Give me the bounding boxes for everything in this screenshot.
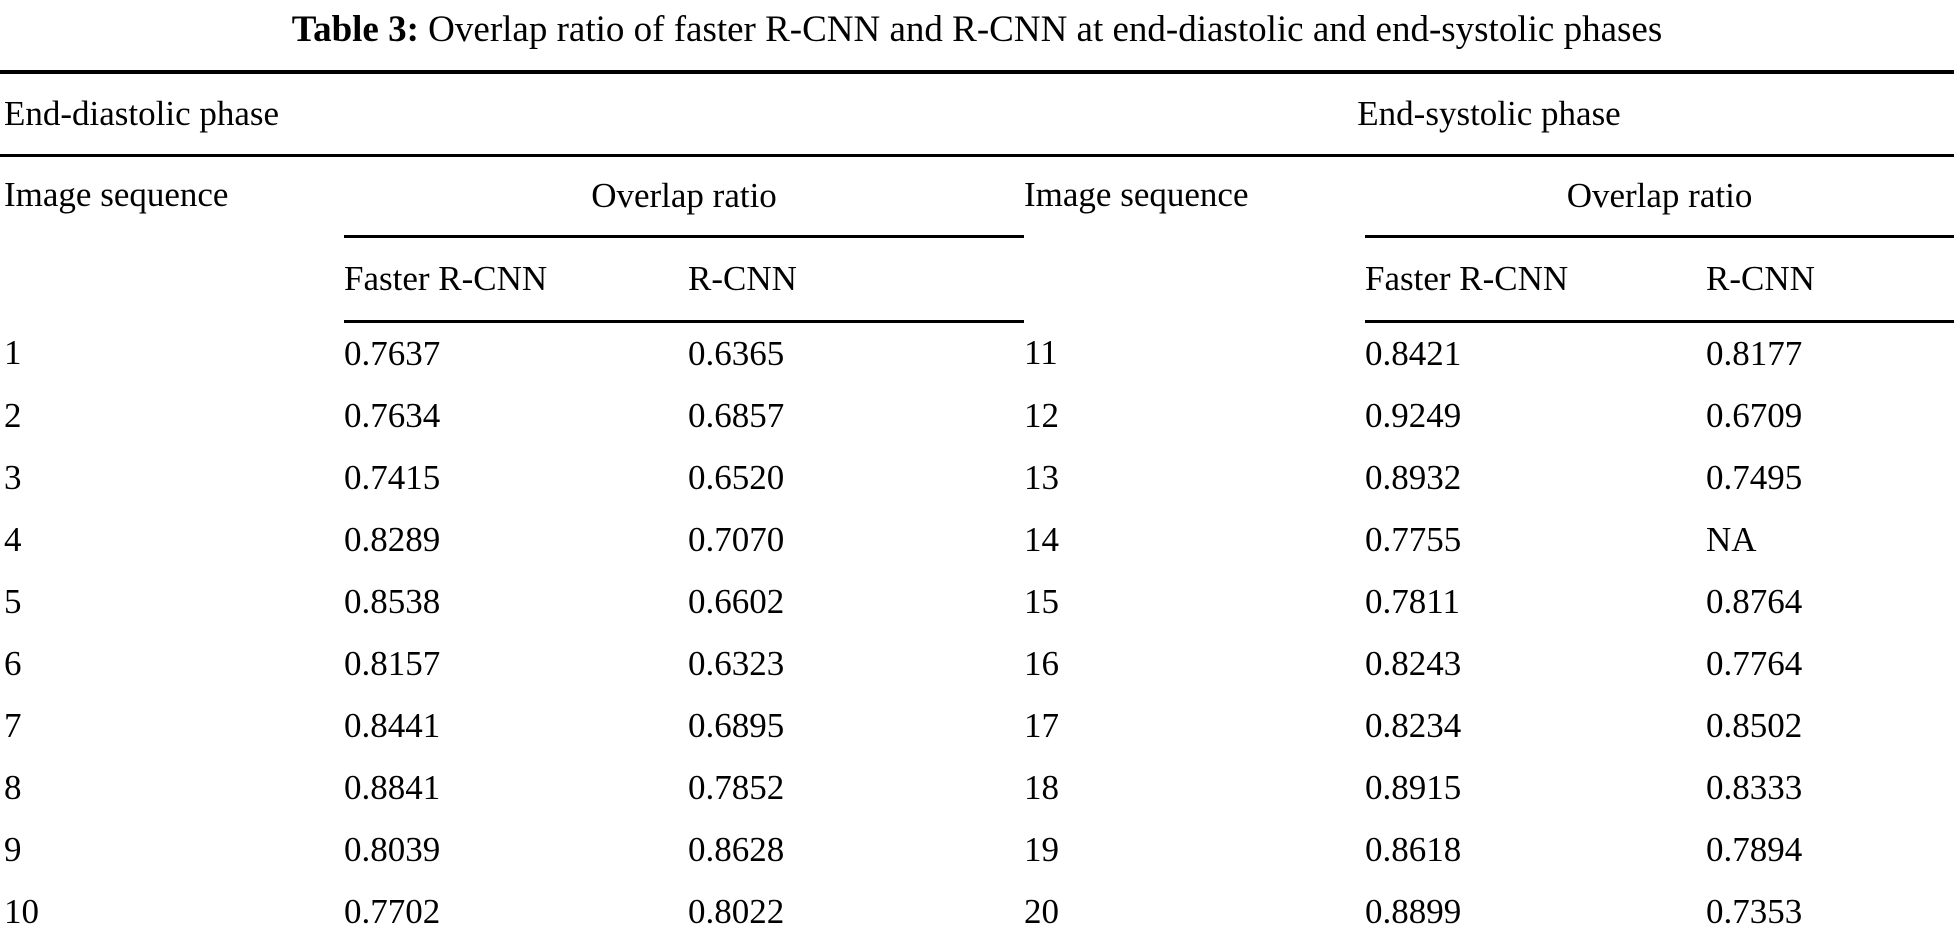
table-row: 4 0.8289 0.7070 14 0.7755 NA — [0, 509, 1954, 571]
image-sequence-cell: 1 — [4, 333, 22, 373]
table-row: 7 0.8441 0.6895 17 0.8234 0.8502 — [0, 695, 1954, 757]
faster-rcnn-value-cell: 0.7415 — [344, 458, 441, 497]
image-sequence-cell: 12 — [1024, 396, 1060, 435]
faster-rcnn-value-cell: 0.7634 — [344, 396, 441, 435]
table-caption: Table 3: Overlap ratio of faster R-CNN a… — [0, 0, 1954, 70]
rcnn-value-cell: 0.8628 — [688, 830, 785, 869]
image-sequence-cell: 3 — [4, 458, 22, 497]
rcnn-value-cell: 0.8502 — [1706, 706, 1803, 745]
faster-rcnn-value-cell: 0.7755 — [1365, 520, 1462, 559]
rcnn-value-cell: 0.6857 — [688, 396, 785, 435]
table-row: 10 0.7702 0.8022 20 0.8899 0.7353 — [0, 881, 1954, 942]
image-sequence-cell: 15 — [1024, 582, 1060, 621]
phase-header-row: End-diastolic phase End-systolic phase — [0, 70, 1954, 157]
rcnn-header-right: R-CNN — [1706, 236, 1954, 323]
image-sequence-cell: 10 — [0, 881, 344, 942]
image-sequence-cell: 4 — [4, 520, 22, 559]
faster-rcnn-value-cell: 0.8243 — [1365, 644, 1462, 683]
image-sequence-cell: 17 — [1024, 706, 1060, 745]
image-sequence-cell: 16 — [1024, 644, 1060, 683]
faster-rcnn-value-cell: 0.8932 — [1365, 458, 1462, 497]
table-row: 9 0.8039 0.8628 19 0.8618 0.7894 — [0, 819, 1954, 881]
faster-rcnn-value-cell: 0.8441 — [344, 706, 441, 745]
rcnn-value-cell: 0.7852 — [688, 768, 785, 807]
rcnn-value-cell: 0.6895 — [688, 706, 785, 745]
faster-rcnn-value-cell: 0.7637 — [344, 334, 441, 373]
image-sequence-cell: 18 — [1024, 768, 1060, 807]
image-sequence-cell: 6 — [4, 644, 22, 683]
rcnn-value-cell: 0.7495 — [1706, 458, 1803, 497]
faster-rcnn-value-cell: 0.8157 — [344, 644, 441, 683]
table-row: 5 0.8538 0.6602 15 0.7811 0.8764 — [0, 571, 1954, 633]
table-body: 1 0.7637 0.6365 11 0.8421 0.8177 2 0.763… — [0, 322, 1954, 942]
faster-rcnn-value-cell: 0.8289 — [344, 520, 441, 559]
rcnn-value-cell: 0.7894 — [1706, 830, 1803, 869]
image-sequence-cell: 20 — [1024, 881, 1366, 942]
image-sequence-cell: 8 — [4, 768, 22, 807]
image-sequence-cell: 2 — [4, 396, 22, 435]
rcnn-value-cell: 0.6602 — [688, 582, 785, 621]
image-sequence-header-right: Image sequence — [1024, 175, 1249, 214]
faster-rcnn-value-cell: 0.7811 — [1365, 582, 1460, 621]
image-sequence-cell: 19 — [1024, 830, 1060, 869]
rcnn-value-cell: 0.7353 — [1706, 881, 1954, 942]
image-sequence-cell: 5 — [4, 582, 22, 621]
rcnn-value-cell: 0.6520 — [688, 458, 785, 497]
faster-rcnn-value-cell: 0.8538 — [344, 582, 441, 621]
table-row: 8 0.8841 0.7852 18 0.8915 0.8333 — [0, 757, 1954, 819]
faster-rcnn-header-right: Faster R-CNN — [1365, 236, 1707, 323]
overlap-ratio-table: End-diastolic phase End-systolic phase I… — [0, 70, 1954, 942]
faster-rcnn-value-cell: 0.7702 — [344, 881, 688, 942]
rcnn-value-cell: 0.8764 — [1706, 582, 1803, 621]
table-row: 1 0.7637 0.6365 11 0.8421 0.8177 — [0, 322, 1954, 386]
faster-rcnn-value-cell: 0.8234 — [1365, 706, 1462, 745]
end-diastolic-phase-header: End-diastolic phase — [0, 70, 1025, 157]
image-sequence-cell: 13 — [1024, 458, 1060, 497]
rcnn-value-cell: 0.8022 — [688, 881, 1025, 942]
faster-rcnn-value-cell: 0.8841 — [344, 768, 441, 807]
rcnn-value-cell: 0.7764 — [1706, 644, 1803, 683]
image-sequence-cell: 14 — [1024, 520, 1060, 559]
rcnn-header-left: R-CNN — [688, 236, 1025, 323]
table-row: 3 0.7415 0.6520 13 0.8932 0.7495 — [0, 447, 1954, 509]
rcnn-value-cell: 0.6709 — [1706, 396, 1803, 435]
image-sequence-cell: 7 — [4, 706, 22, 745]
rcnn-value-cell: 0.8333 — [1706, 768, 1803, 807]
rcnn-value-cell: 0.8177 — [1706, 334, 1803, 373]
image-sequence-header-left: Image sequence — [4, 175, 229, 214]
overlap-ratio-header-right: Overlap ratio — [1365, 155, 1954, 238]
faster-rcnn-value-cell: 0.8421 — [1365, 334, 1462, 373]
table-row: 6 0.8157 0.6323 16 0.8243 0.7764 — [0, 633, 1954, 695]
faster-rcnn-value-cell: 0.9249 — [1365, 396, 1462, 435]
table-caption-label: Table 3: — [291, 9, 419, 50]
faster-rcnn-value-cell: 0.8899 — [1365, 881, 1707, 942]
table-caption-text: Overlap ratio of faster R-CNN and R-CNN … — [418, 9, 1663, 50]
image-sequence-cell: 11 — [1024, 333, 1058, 373]
table-row: 2 0.7634 0.6857 12 0.9249 0.6709 — [0, 385, 1954, 447]
faster-rcnn-value-cell: 0.8915 — [1365, 768, 1462, 807]
rcnn-value-cell: NA — [1706, 520, 1757, 559]
faster-rcnn-value-cell: 0.8618 — [1365, 830, 1462, 869]
rcnn-value-cell: 0.6365 — [688, 334, 785, 373]
rcnn-value-cell: 0.7070 — [688, 520, 785, 559]
overlap-ratio-header-left: Overlap ratio — [344, 155, 1025, 238]
rcnn-value-cell: 0.6323 — [688, 644, 785, 683]
faster-rcnn-header-left: Faster R-CNN — [344, 236, 688, 323]
method-header-row: Faster R-CNN R-CNN Faster R-CNN R-CNN — [0, 236, 1954, 323]
faster-rcnn-value-cell: 0.8039 — [344, 830, 441, 869]
end-systolic-phase-header: End-systolic phase — [1024, 70, 1954, 157]
column-group-header-row: Image sequence Overlap ratio Image seque… — [0, 155, 1954, 238]
image-sequence-cell: 9 — [4, 830, 22, 869]
